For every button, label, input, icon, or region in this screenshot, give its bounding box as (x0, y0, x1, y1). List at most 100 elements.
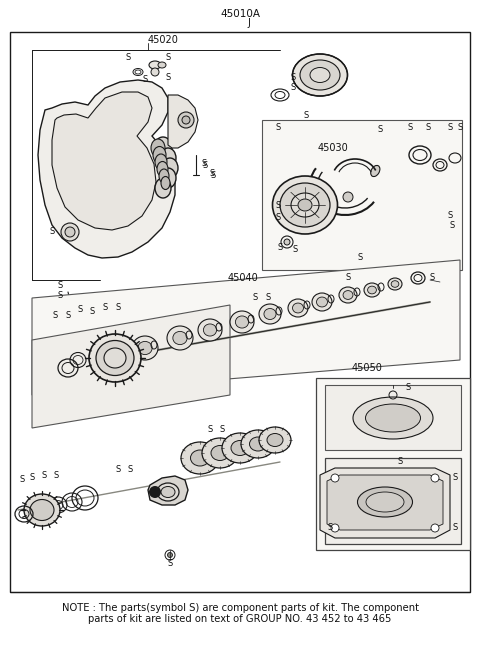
Ellipse shape (292, 54, 348, 96)
Text: S: S (202, 158, 206, 168)
Ellipse shape (288, 299, 308, 317)
Ellipse shape (160, 168, 176, 188)
Polygon shape (52, 92, 156, 230)
Text: S: S (127, 466, 132, 474)
Text: S: S (406, 384, 410, 392)
Text: S: S (408, 124, 413, 133)
Text: S: S (19, 476, 24, 484)
Ellipse shape (30, 499, 54, 520)
Text: 45030: 45030 (318, 143, 349, 153)
Polygon shape (32, 260, 460, 395)
Ellipse shape (154, 137, 172, 159)
Bar (32, 50, 280, 54)
Text: S: S (397, 457, 403, 466)
Text: S: S (452, 524, 457, 533)
Text: S: S (277, 244, 283, 252)
Text: S: S (203, 160, 208, 170)
Text: S: S (430, 273, 434, 283)
Text: 45020: 45020 (148, 35, 179, 45)
Polygon shape (38, 80, 175, 258)
Polygon shape (148, 476, 188, 505)
Text: S: S (252, 294, 258, 302)
Ellipse shape (157, 162, 168, 177)
Ellipse shape (353, 397, 433, 439)
Text: S: S (65, 311, 71, 319)
Ellipse shape (132, 336, 158, 360)
Ellipse shape (89, 334, 141, 382)
Polygon shape (58, 328, 100, 360)
Ellipse shape (151, 139, 165, 157)
Polygon shape (327, 475, 443, 530)
Circle shape (61, 223, 79, 241)
Text: S: S (327, 524, 333, 533)
Ellipse shape (298, 199, 312, 211)
Text: S: S (115, 466, 120, 474)
Ellipse shape (235, 316, 249, 328)
Circle shape (331, 524, 339, 532)
Ellipse shape (24, 494, 60, 526)
Text: S: S (457, 124, 463, 133)
Polygon shape (32, 305, 230, 428)
Ellipse shape (371, 166, 380, 177)
Ellipse shape (202, 438, 238, 468)
Text: S: S (292, 246, 298, 254)
Ellipse shape (267, 434, 283, 447)
Ellipse shape (365, 404, 420, 432)
Ellipse shape (388, 278, 402, 290)
Text: S: S (452, 474, 457, 482)
Text: S: S (77, 306, 83, 315)
Text: 45010A: 45010A (220, 9, 260, 19)
Text: S: S (207, 426, 213, 434)
Ellipse shape (161, 486, 175, 497)
Text: S: S (290, 83, 296, 93)
Text: S: S (447, 124, 453, 133)
Text: S: S (166, 53, 170, 62)
Ellipse shape (149, 61, 161, 69)
Text: S: S (303, 110, 309, 120)
Ellipse shape (211, 445, 229, 461)
Ellipse shape (391, 281, 399, 287)
Ellipse shape (157, 483, 179, 501)
Text: S: S (276, 200, 281, 210)
Ellipse shape (292, 303, 303, 313)
Ellipse shape (366, 492, 404, 512)
Ellipse shape (364, 283, 380, 297)
Ellipse shape (312, 293, 332, 311)
Ellipse shape (264, 309, 276, 319)
Text: S: S (41, 472, 47, 480)
Ellipse shape (310, 68, 330, 83)
Circle shape (431, 474, 439, 482)
Ellipse shape (230, 311, 254, 333)
Text: S: S (125, 53, 131, 62)
Ellipse shape (231, 440, 249, 455)
Text: S: S (168, 560, 173, 568)
Text: S: S (210, 171, 216, 179)
Circle shape (151, 68, 159, 76)
Text: S: S (265, 294, 271, 302)
Text: S: S (49, 227, 55, 237)
Ellipse shape (339, 287, 357, 303)
Text: J: J (248, 18, 251, 28)
Text: S: S (209, 168, 215, 177)
Text: S: S (358, 254, 362, 263)
Ellipse shape (204, 324, 216, 336)
Ellipse shape (104, 348, 126, 368)
Text: S: S (102, 304, 108, 313)
Ellipse shape (241, 430, 275, 458)
Text: S: S (89, 307, 95, 317)
Ellipse shape (316, 297, 327, 307)
Ellipse shape (167, 326, 193, 350)
Circle shape (331, 474, 339, 482)
Ellipse shape (159, 169, 169, 183)
Text: S: S (447, 210, 453, 219)
Ellipse shape (198, 319, 222, 341)
Text: S: S (425, 124, 431, 133)
Circle shape (343, 192, 353, 202)
Text: 45040: 45040 (228, 273, 259, 283)
Ellipse shape (155, 178, 171, 198)
Ellipse shape (259, 427, 291, 453)
Ellipse shape (181, 442, 219, 474)
Bar (325, 385, 461, 450)
Text: S: S (219, 426, 225, 434)
Ellipse shape (160, 148, 176, 168)
